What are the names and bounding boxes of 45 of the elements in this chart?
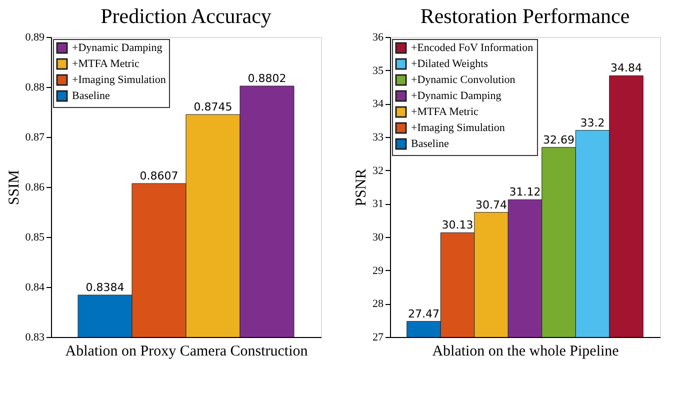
y-tick-label: 0.83 <box>25 332 45 344</box>
y-tick-label: 0.85 <box>25 232 45 244</box>
y-tick-label: 32 <box>372 164 384 177</box>
y-tick-label: 34 <box>372 98 384 110</box>
chart-title: Restoration Performance <box>420 4 630 28</box>
data-label: 31.12 <box>509 186 541 199</box>
y-tick-label: 0.88 <box>25 82 45 94</box>
y-tick-label: 27 <box>372 332 384 344</box>
data-label: 0.8607 <box>140 170 178 182</box>
x-axis-title: Ablation on the whole Pipeline <box>432 344 620 360</box>
y-tick-label: 36 <box>372 32 384 44</box>
y-tick-label: 0.89 <box>25 32 45 44</box>
y-tick-label: 0.84 <box>25 282 45 294</box>
legend-label: +Dynamic Damping <box>411 90 502 102</box>
y-tick-label: 31 <box>372 198 384 210</box>
y-tick-label: 30 <box>372 232 384 244</box>
y-tick-label: 0.86 <box>25 182 45 194</box>
data-label: 30.13 <box>442 218 474 232</box>
data-label: 27.47 <box>408 307 440 320</box>
data-label: 33.2 <box>580 116 605 130</box>
y-tick-label: 28 <box>372 298 384 310</box>
data-label: 32.69 <box>543 133 574 146</box>
legend-label: +MTFA Metric <box>411 106 479 118</box>
legend-label: Baseline <box>411 138 449 150</box>
x-axis-title: Ablation on Proxy Camera Construction <box>65 344 308 360</box>
y-axis-title: PSNR <box>354 168 370 206</box>
legend-label: +Encoded FoV Information <box>411 42 534 54</box>
data-label: 34.84 <box>610 62 642 75</box>
legend-label: +MTFA Metric <box>72 58 140 70</box>
y-tick-label: 29 <box>372 264 384 277</box>
legend-label: +Imaging Simulation <box>411 122 506 134</box>
y-tick-label: 33 <box>372 132 384 144</box>
data-label: 0.8384 <box>86 281 124 294</box>
chart-title: Prediction Accuracy <box>100 4 272 28</box>
y-tick-label: 0.87 <box>25 132 45 144</box>
legend-label: +Dynamic Convolution <box>411 74 516 86</box>
data-label: 30.74 <box>476 198 507 212</box>
legend-label: +Imaging Simulation <box>72 74 166 86</box>
data-label: 0.8745 <box>194 100 232 114</box>
data-label: 0.8802 <box>248 72 286 85</box>
y-axis-title: SSIM <box>6 170 22 206</box>
legend-label: +Dilated Weights <box>411 58 488 70</box>
legend-label: Baseline <box>72 90 110 102</box>
y-tick-label: 35 <box>372 64 384 77</box>
legend-label: +Dynamic Damping <box>72 42 163 54</box>
